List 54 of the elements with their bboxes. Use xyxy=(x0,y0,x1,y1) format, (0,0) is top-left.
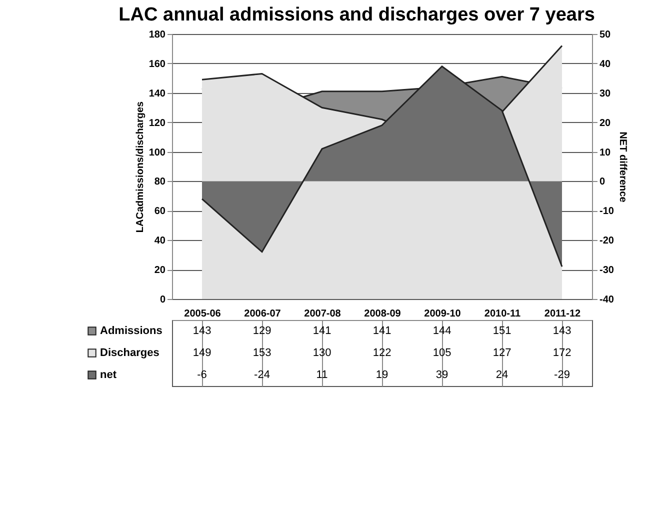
y-tick-label: 100 xyxy=(148,147,166,158)
data-label: 122 xyxy=(372,347,392,359)
data-label: 127 xyxy=(492,347,512,359)
x-tick-label: 2010-11 xyxy=(484,308,522,320)
y-tick-label: 120 xyxy=(148,118,166,129)
y2-tick-label: 40 xyxy=(600,58,612,70)
y-tick-label: 180 xyxy=(148,30,166,40)
y-tick-label: 140 xyxy=(148,88,166,100)
data-label: 143 xyxy=(192,325,212,337)
data-label: 141 xyxy=(372,325,392,337)
y2-tick-label: -20 xyxy=(600,236,614,247)
data-label: -6 xyxy=(197,369,207,381)
chart-title: LAC annual admissions and discharges over 7 years xyxy=(118,4,595,26)
y2-tick-label: -30 xyxy=(600,265,614,276)
data-label: 24 xyxy=(496,369,508,381)
y2-tick-label: 30 xyxy=(600,88,612,100)
data-label: 39 xyxy=(436,369,448,381)
y2-tick-label: 20 xyxy=(600,118,612,129)
data-label: 105 xyxy=(432,347,452,359)
data-label: 11 xyxy=(316,369,328,381)
legend-label: Discharges xyxy=(100,347,160,359)
data-label: 19 xyxy=(376,369,388,381)
x-tick-label: 2006-07 xyxy=(244,308,282,320)
legend-label: net xyxy=(100,369,117,381)
y-tick-label: 0 xyxy=(160,294,166,306)
y2-axis-title: NET difference xyxy=(616,132,628,203)
data-label: 149 xyxy=(192,347,212,359)
data-label: 130 xyxy=(312,347,332,359)
data-label: 153 xyxy=(252,347,272,359)
data-label: 151 xyxy=(492,325,512,337)
data-label: 144 xyxy=(432,325,452,337)
y-tick-label: 80 xyxy=(154,176,166,188)
data-label: 141 xyxy=(312,325,332,337)
y2-tick-label: -40 xyxy=(600,294,614,306)
y-tick-label: 20 xyxy=(154,265,166,276)
x-tick-label: 2008-09 xyxy=(364,308,402,320)
data-label: -29 xyxy=(554,369,570,381)
y2-tick-label: 50 xyxy=(600,30,612,40)
legend-label: Admissions xyxy=(100,325,162,337)
x-tick-label: 2007-08 xyxy=(304,308,342,320)
y-tick-label: 160 xyxy=(148,58,166,70)
y-tick-label: 40 xyxy=(154,236,166,247)
y2-tick-label: 10 xyxy=(600,147,612,158)
y2-tick-label: 0 xyxy=(600,176,606,188)
x-tick-label: 2011-12 xyxy=(544,308,582,320)
data-label: 172 xyxy=(552,347,572,359)
data-label: 143 xyxy=(552,325,572,337)
y-tick-label: 60 xyxy=(154,206,166,218)
y-axis-title: LACadmissions/discharges xyxy=(134,100,146,233)
x-tick-label: 2009-10 xyxy=(424,308,462,320)
data-label: 129 xyxy=(252,325,272,337)
data-label: -24 xyxy=(254,369,270,381)
y2-tick-label: -10 xyxy=(600,206,614,218)
x-tick-label: 2005-06 xyxy=(184,308,222,320)
